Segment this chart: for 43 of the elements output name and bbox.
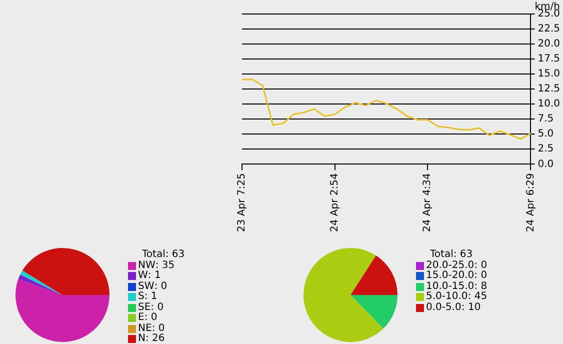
legend-label: 10.0-15.0 [426,280,474,292]
legend-label: N [138,333,146,344]
legend-label: 0.0-5.0 [426,302,462,313]
legend-label: NE [138,322,152,334]
x-tick-label: 24 Apr 4:34 [422,173,434,232]
text: : 0 [474,260,488,270]
legend-title: Total: 63 [429,249,474,260]
legend-label: SW [138,280,154,292]
y-tick-label: 10.0 [538,98,560,110]
x-tick-label: 23 Apr 7:25 [236,173,248,232]
y-tick-label: 22.5 [538,24,560,35]
text: : 0 [144,312,158,323]
y-tick-label: 2.5 [538,144,554,155]
legend-label: SE [138,302,151,312]
data-label: : 26 [145,333,165,344]
legend-label: 15.0-20.0 [426,270,474,282]
legend-label: 20.0-25.0 [426,260,474,270]
text: : 0 [150,302,164,312]
data-label: : 1 [144,291,158,302]
y-tick-label: 17.5 [538,54,560,65]
y-tick-label: 25.0 [538,8,560,20]
legend-label: S [138,291,144,302]
legend-label: W [138,270,148,282]
text: : 0 [152,322,165,334]
y-tick-label: 7.5 [538,114,554,125]
x-tick-label: 24 Apr 6:29 [525,173,536,232]
text: : 0 [154,280,168,292]
text: : 0 [474,270,488,281]
y-tick-label: 12.5 [538,84,560,95]
y-tick-label: 15.0 [538,68,560,80]
data-label: : 10 [461,302,481,313]
y-tick-label: 5.0 [538,128,554,140]
data-label: : 45 [468,291,488,302]
legend-label: E [138,312,144,324]
data-label: : 8 [474,280,488,292]
legend-label: NW [138,260,156,270]
data-label: : 1 [148,270,161,282]
x-tick-label: 24 Apr 2:54 [329,173,340,232]
y-tick-label: 0.0 [538,158,554,170]
legend-title: Total: 63 [141,249,185,260]
data-label: : 35 [155,260,175,270]
y-tick-label: 20.0 [538,38,560,50]
legend-label: 5.0-10.0 [426,291,468,302]
